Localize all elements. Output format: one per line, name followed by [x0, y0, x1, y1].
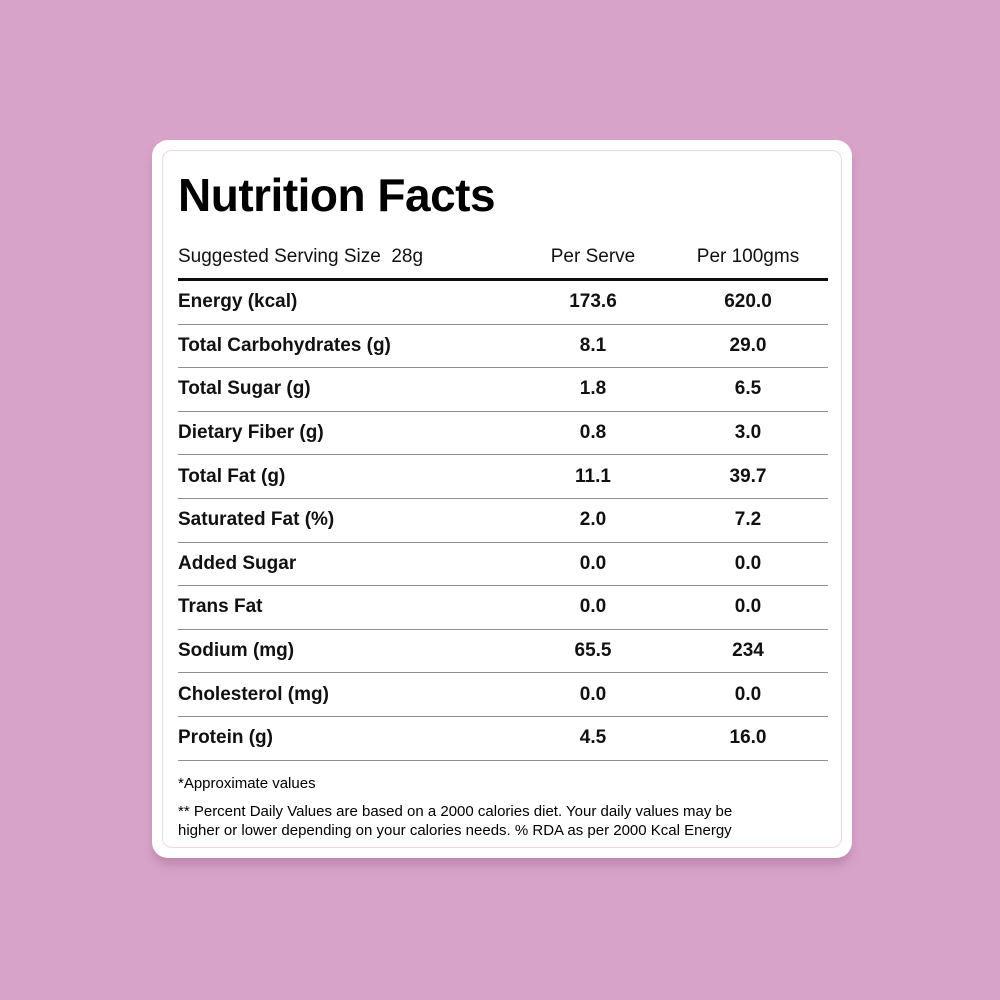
footnotes: *Approximate values ** Percent Daily Val…: [178, 775, 828, 840]
column-header-per-100g: Per 100gms: [696, 246, 800, 267]
footnote-daily-values: ** Percent Daily Values are based on a 2…: [178, 802, 733, 839]
table-row: Total Sugar (g) 1.8 6.5: [178, 368, 828, 412]
table-row: Energy (kcal) 173.6 620.0: [178, 281, 828, 325]
row-label: Cholesterol (mg): [178, 683, 329, 705]
row-label: Trans Fat: [178, 596, 263, 618]
row-value-per-100g: 29.0: [729, 334, 767, 356]
row-value-per-serve: 8.1: [579, 334, 607, 356]
row-label: Energy (kcal): [178, 291, 298, 313]
row-label: Added Sugar: [178, 552, 297, 574]
serving-size-label: Suggested Serving Size 28g: [178, 246, 424, 267]
row-value-per-100g: 234: [732, 640, 764, 662]
row-value-per-100g: 0.0: [734, 683, 762, 705]
row-label: Total Carbohydrates (g): [178, 334, 391, 356]
table-row: Total Carbohydrates (g) 8.1 29.0: [178, 325, 828, 369]
nutrition-facts-card: Nutrition Facts Suggested Serving Size 2…: [152, 140, 852, 858]
card-content: Nutrition Facts Suggested Serving Size 2…: [178, 140, 828, 840]
table-row: Dietary Fiber (g) 0.8 3.0: [178, 412, 828, 456]
row-value-per-100g: 620.0: [724, 291, 772, 313]
row-value-per-serve: 0.0: [579, 596, 607, 618]
nutrition-table-body: Energy (kcal) 173.6 620.0 Total Carbohydrat…: [178, 281, 828, 761]
row-value-per-serve: 1.8: [579, 378, 607, 400]
header-divider: [178, 278, 828, 281]
footnote-approximate-values: *Approximate values: [178, 774, 316, 792]
table-row: Added Sugar 0.0 0.0: [178, 543, 828, 587]
row-value-per-serve: 65.5: [574, 640, 612, 662]
row-value-per-serve: 0.8: [579, 422, 607, 444]
row-value-per-serve: 0.0: [579, 552, 607, 574]
row-label: Saturated Fat (%): [178, 509, 335, 531]
row-value-per-100g: 3.0: [734, 422, 762, 444]
table-row: Trans Fat 0.0 0.0: [178, 586, 828, 630]
row-value-per-100g: 16.0: [729, 727, 767, 749]
row-value-per-100g: 7.2: [734, 509, 762, 531]
table-row: Saturated Fat (%) 2.0 7.2: [178, 499, 828, 543]
column-header-per-serve: Per Serve: [550, 246, 636, 267]
row-value-per-serve: 11.1: [575, 465, 611, 487]
row-label: Total Fat (g): [178, 465, 286, 487]
row-value-per-100g: 0.0: [734, 552, 762, 574]
row-label: Dietary Fiber (g): [178, 422, 324, 444]
row-value-per-100g: 0.0: [734, 596, 762, 618]
row-label: Total Sugar (g): [178, 378, 311, 400]
row-value-per-serve: 2.0: [579, 509, 607, 531]
row-value-per-serve: 4.5: [579, 727, 607, 749]
table-header-row: Suggested Serving Size 28g Per Serve Per…: [178, 246, 828, 278]
table-row: Sodium (mg) 65.5 234: [178, 630, 828, 674]
table-row: Cholesterol (mg) 0.0 0.0: [178, 673, 828, 717]
row-value-per-100g: 6.5: [734, 378, 762, 400]
row-label: Sodium (mg): [178, 640, 295, 662]
row-value-per-100g: 39.7: [729, 465, 767, 487]
table-row: Total Fat (g) 11.1 39.7: [178, 455, 828, 499]
table-row: Protein (g) 4.5 16.0: [178, 717, 828, 761]
row-label: Protein (g): [178, 727, 273, 749]
page-title: Nutrition Facts: [178, 169, 496, 221]
row-value-per-serve: 173.6: [569, 291, 617, 313]
row-value-per-serve: 0.0: [579, 683, 607, 705]
